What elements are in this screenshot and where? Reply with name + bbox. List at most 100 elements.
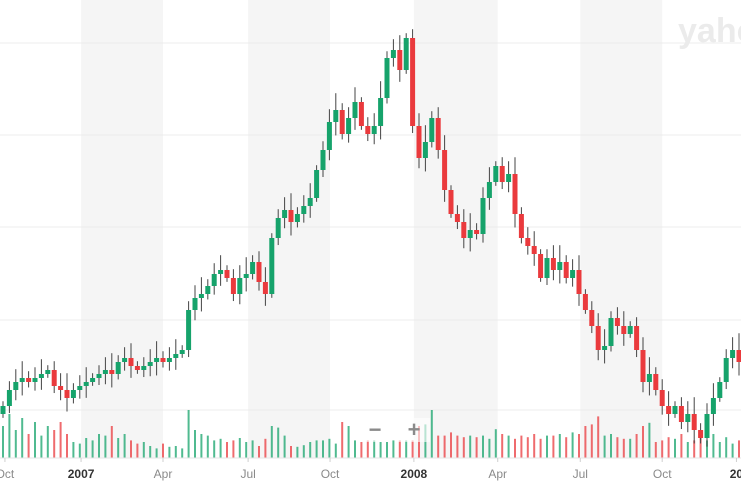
volume-bar [610,434,612,458]
volume-bar [194,430,196,458]
candle-body [243,274,249,278]
volume-bar [277,427,280,458]
volume-bar [539,438,542,458]
zoom-out-button[interactable]: − [359,418,391,442]
volume-bar [507,435,510,458]
volume-bar [488,438,491,458]
candle-body [627,326,633,334]
candle-body [19,378,25,382]
volume-bar [290,446,292,458]
candle-body [691,414,697,430]
candle-body [570,270,576,278]
volume-bar [494,429,497,458]
volume-bar [648,422,651,458]
candle-body [205,286,211,294]
candle-body [166,358,172,362]
volume-bar [283,435,286,458]
volume-bar [699,435,702,458]
volume-bar [482,435,484,458]
volume-bar [104,435,107,458]
candle-body [224,270,230,278]
volume-bar [226,442,228,458]
candle-body [307,198,313,206]
candle-body [96,374,102,378]
volume-bar [443,435,446,458]
volume-bar [725,437,728,458]
volume-bar [341,422,344,458]
candle-body [557,262,563,270]
candle-body [314,170,320,198]
x-tick-label: Apr [488,467,507,481]
candle-body [346,118,352,134]
volume-bar [142,442,145,458]
volume-bar [123,434,126,458]
volume-bar [462,437,465,458]
volume-bar [2,426,4,458]
candle-body [397,50,403,70]
volume-bar [354,440,356,458]
volume-bar [469,435,472,458]
candle-body [704,414,710,438]
volume-bar [315,440,318,458]
volume-bar [366,440,369,458]
candle-body [646,374,652,382]
candle-body [262,282,268,294]
candle-body [390,50,396,58]
quarter-band [248,0,331,458]
volume-bar [53,430,56,458]
candle-body [141,366,147,370]
volume-bar [251,440,254,458]
candle-body [288,210,294,222]
x-tick-label: Oct [653,467,672,481]
volume-bar [674,438,676,458]
volume-bar [706,440,708,458]
candle-body [506,174,512,182]
candle-body [678,406,684,422]
volume-bar [520,435,523,458]
volume-bar [738,440,740,458]
volume-bar [85,438,88,458]
candle-body [218,270,224,274]
zoom-in-button[interactable]: + [398,418,430,442]
candle-body [38,374,44,378]
volume-bar [373,440,376,458]
candle-body [58,386,64,390]
volume-bar [174,446,177,458]
volume-bar [603,435,606,458]
candle-body [582,294,588,310]
candle-body [90,378,96,382]
volume-bar [565,437,568,458]
volume-bar [8,414,11,458]
candle-body [134,366,140,370]
candle-body [326,122,332,150]
volume-bar [78,443,81,458]
candle-body [13,382,19,390]
candle-body [83,382,89,386]
candle-body [531,246,537,254]
volume-bar [130,440,132,458]
volume-bars [2,410,740,458]
candle-body [333,110,339,122]
candle-body [474,230,480,234]
candle-body [173,354,179,358]
volume-bar [411,440,414,458]
candle-body [77,386,83,390]
candle-body [179,350,185,354]
volume-bar [578,434,580,458]
volume-bar [168,446,171,458]
volume-bar [296,446,299,458]
candle-body [358,102,364,126]
candle-body [115,362,121,374]
candle-body [160,358,166,362]
volume-bar [712,434,715,458]
volume-bar [21,418,24,458]
volume-bar [501,434,504,458]
candle-body [275,218,281,238]
candle-body [435,118,441,150]
volume-bar [533,434,536,458]
candle-body [365,126,371,134]
candle-body [422,142,428,158]
yahoo-watermark: yahoo! [678,12,741,50]
x-tick-label: Jul [240,467,255,481]
